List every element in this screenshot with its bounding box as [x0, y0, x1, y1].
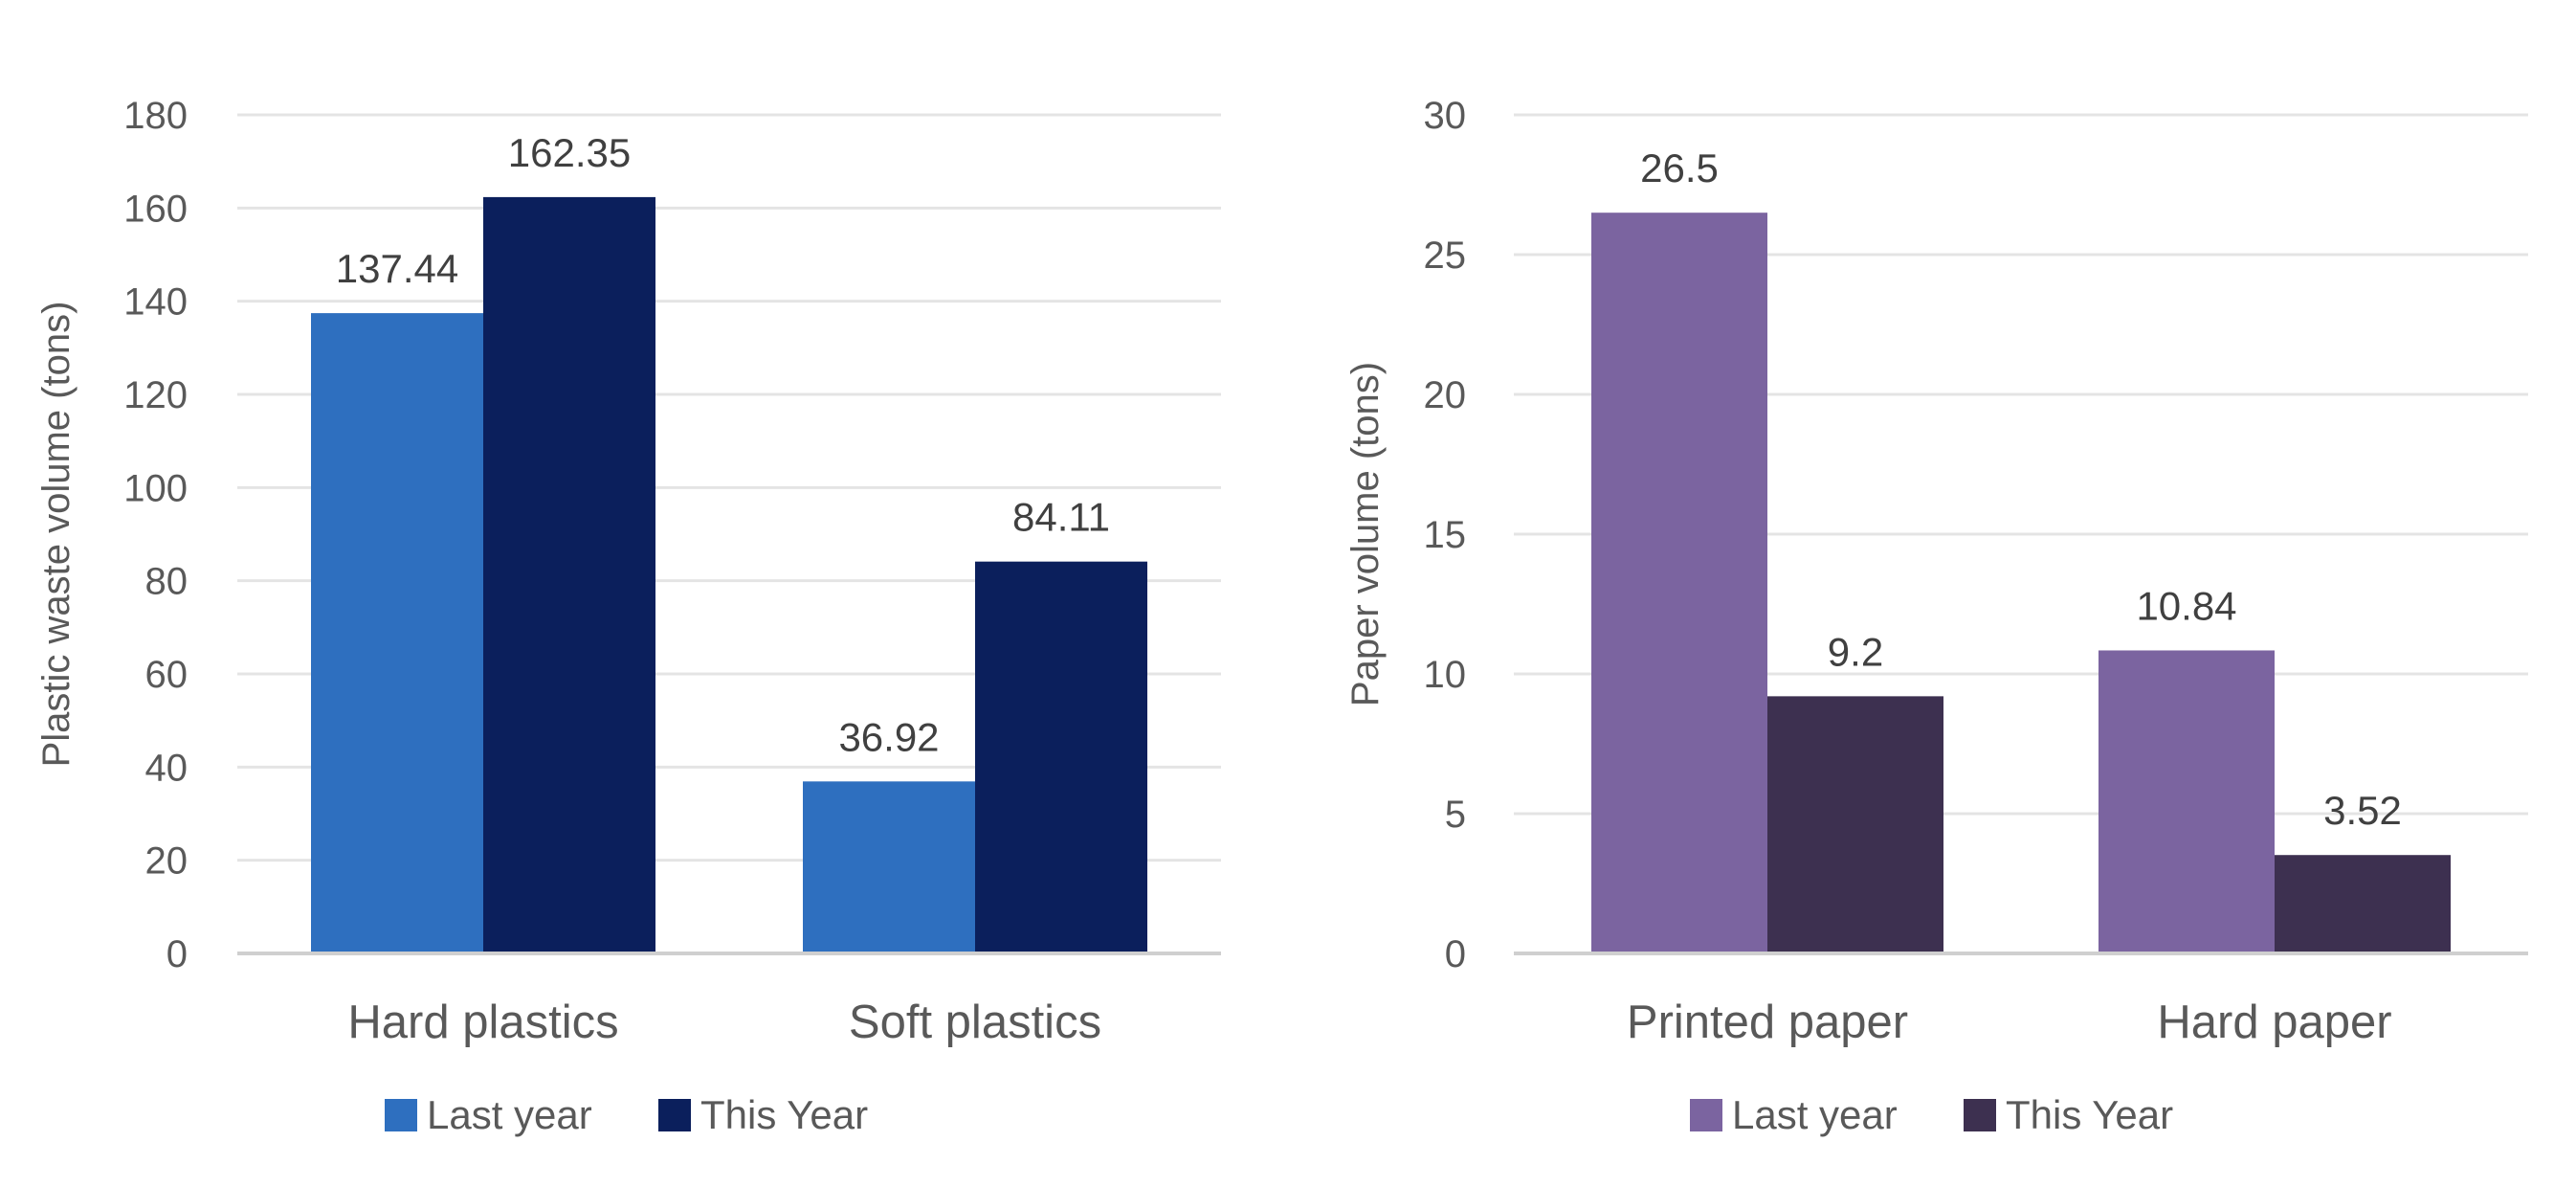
y-tick-label: 80 [145, 561, 189, 603]
data-label: 9.2 [1828, 629, 1883, 674]
data-label: 3.52 [2323, 788, 2402, 833]
legend-label: This Year [2006, 1092, 2173, 1137]
y-tick-label: 0 [167, 933, 188, 975]
bar-this-year [2275, 855, 2451, 953]
paper-volume-chart: 0 5 10 15 20 25 30 Printed paper Hard paper 26.5 9… [1344, 95, 2528, 1137]
x-category-label: Soft plastics [849, 997, 1101, 1048]
y-tick-label: 120 [123, 374, 188, 416]
y-tick-label: 0 [1445, 933, 1466, 975]
legend-swatch [1690, 1099, 1722, 1131]
y-tick-label: 15 [1424, 514, 1467, 556]
y-tick-label: 160 [123, 188, 188, 230]
bar-last-year [803, 781, 975, 953]
data-label: 36.92 [838, 714, 939, 759]
x-category-label: Hard paper [2157, 997, 2391, 1048]
y-tick-label: 140 [123, 281, 188, 324]
y-axis-title: Paper volume (tons) [1344, 362, 1387, 706]
x-category-label: Hard plastics [347, 997, 618, 1048]
y-tick-label: 60 [145, 654, 189, 696]
y-tick-label: 180 [123, 95, 188, 137]
plastic-waste-chart: 0 20 40 60 80 100 120 140 160 180 Hard plastics Sof… [35, 95, 1221, 1137]
y-tick-label: 30 [1424, 95, 1467, 137]
legend-swatch [658, 1099, 691, 1131]
y-tick-label: 20 [145, 840, 189, 883]
legend-swatch [385, 1099, 417, 1131]
y-tick-label: 10 [1424, 654, 1467, 696]
data-label: 26.5 [1640, 146, 1719, 190]
legend-label: Last year [427, 1092, 592, 1137]
y-tick-label: 40 [145, 747, 189, 789]
x-category-label: Printed paper [1627, 997, 1908, 1048]
bar-this-year [1767, 696, 1943, 953]
y-tick-label: 100 [123, 467, 188, 509]
y-tick-label: 25 [1424, 235, 1467, 277]
bar-this-year [483, 196, 655, 953]
legend-swatch [1964, 1099, 1996, 1131]
y-axis-title: Plastic waste volume (tons) [35, 302, 78, 768]
data-label: 84.11 [1012, 495, 1110, 540]
bar-this-year [975, 561, 1147, 953]
legend-label: This Year [700, 1092, 868, 1137]
legend-label: Last year [1732, 1092, 1898, 1137]
y-tick-label: 5 [1445, 794, 1466, 836]
y-tick-label: 20 [1424, 374, 1467, 416]
data-label: 137.44 [336, 246, 458, 291]
data-label: 10.84 [2136, 583, 2236, 628]
bar-last-year [2099, 650, 2275, 953]
bar-last-year [1591, 213, 1767, 953]
data-label: 162.35 [508, 130, 631, 175]
bar-last-year [311, 313, 483, 953]
